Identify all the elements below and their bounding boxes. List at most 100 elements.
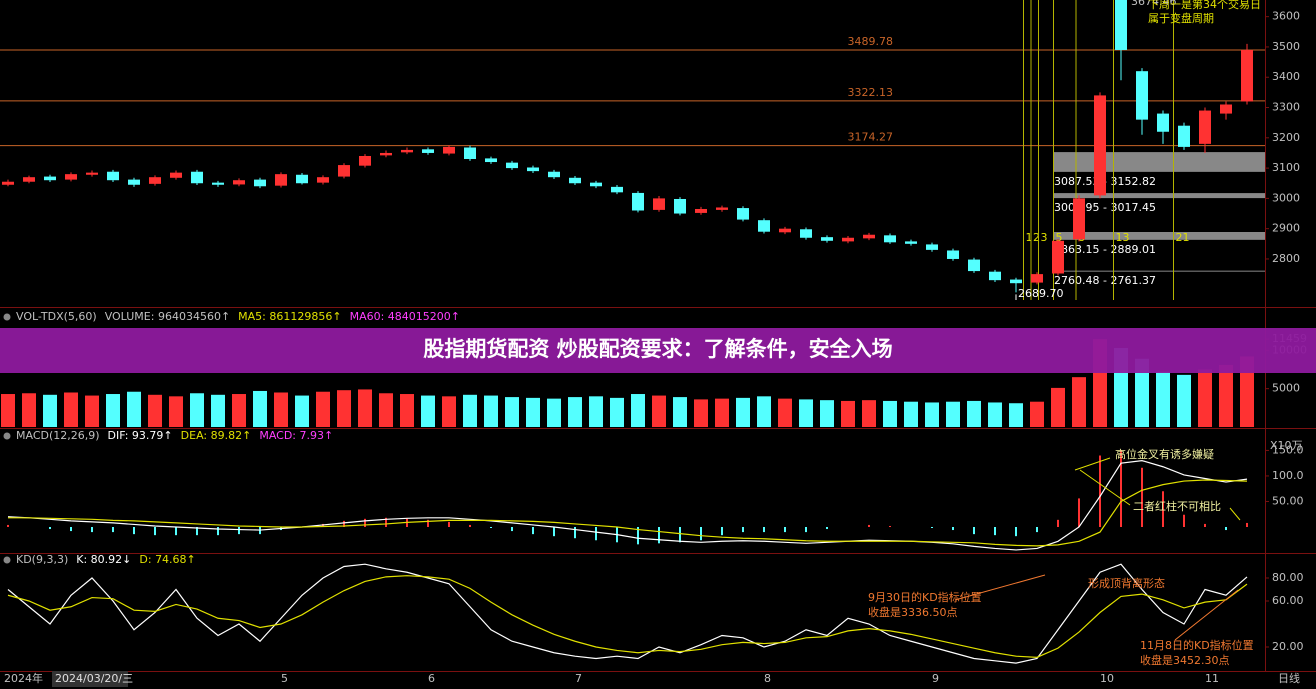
volume-bar (169, 396, 183, 427)
dif-line (7, 460, 1248, 551)
x-tick-label: 5 (281, 672, 288, 685)
panel-header: MACD(12,26,9) (16, 429, 100, 442)
y-tick-label: 3000 (1272, 191, 1300, 204)
candle-body (506, 162, 518, 169)
banner-text: 股指期货配资 炒股配资要求：了解条件，安全入场 (423, 337, 892, 361)
candle-body (737, 208, 749, 220)
y-tick-label: 3500 (1272, 40, 1300, 53)
price-level-label: 3322.13 (848, 86, 894, 99)
d-line (7, 575, 1248, 658)
fib-label: 5 (1056, 231, 1063, 244)
candle-body (422, 149, 434, 153)
volume-bar (736, 397, 750, 427)
separators (0, 0, 1316, 672)
volume-bar (883, 400, 897, 427)
candle-body (23, 177, 35, 182)
x-tick-label: 6 (428, 672, 435, 685)
candle-body (212, 182, 224, 185)
volume-bar (190, 393, 204, 427)
candle-body (611, 186, 623, 193)
banner-bg (0, 328, 1316, 373)
fib-label: 3 (1041, 231, 1048, 244)
panel-header: K: 80.92↓ (76, 553, 131, 566)
volume-bar (148, 394, 162, 427)
panel-header: DIF: 93.79↑ (108, 429, 173, 442)
volume-bar (1072, 377, 1086, 427)
note-arrow (954, 574, 1239, 641)
candle-body (296, 174, 308, 184)
candle-body (779, 228, 791, 233)
candle-body (1199, 110, 1211, 144)
y-tick-label: 60.00 (1272, 594, 1304, 607)
volume-bar (358, 389, 372, 427)
candle-body (128, 179, 140, 185)
price-level-label: 3174.27 (848, 131, 894, 144)
panel-header: DEA: 89.82↑ (181, 429, 252, 442)
candle-body (1241, 49, 1253, 102)
candle-body (1178, 125, 1190, 147)
volume-bar (1135, 358, 1149, 427)
candle-body (905, 241, 917, 244)
panel-header: MA5: 861129856↑ (238, 310, 341, 323)
volume-bar (316, 391, 330, 427)
volume-bar (631, 394, 645, 427)
y-tick-label: 150.0 (1272, 443, 1304, 456)
panel-header: MA60: 484015200↑ (350, 310, 460, 323)
candle-body (674, 198, 686, 214)
candle-body (485, 158, 497, 163)
volume-bar (778, 398, 792, 427)
unit-label: X10万 (1270, 439, 1303, 452)
candle-body (590, 182, 602, 187)
y-tick-label: 3300 (1272, 101, 1300, 114)
y-tick-label: 2800 (1272, 252, 1300, 265)
zone-label: 2863.15 - 2889.01 (1054, 243, 1156, 256)
y-tick-label: 5000 (1272, 382, 1300, 395)
volume-bar (547, 398, 561, 427)
candle-body (1052, 240, 1064, 274)
candle-body (800, 229, 812, 238)
candle-body (695, 208, 707, 213)
volume-bar (400, 394, 414, 427)
year-label: 2024年 (4, 671, 43, 685)
note-arrow (1074, 457, 1241, 521)
volume-bar (1051, 387, 1065, 427)
volume-bar (85, 395, 99, 427)
candle-body (65, 174, 77, 180)
date-label: 2024/03/20/三 (55, 672, 133, 685)
candle-body (1136, 71, 1148, 120)
high-note: 3674.46 (1131, 0, 1177, 8)
panel-header: D: 74.68↑ (139, 553, 195, 566)
volume-bar (379, 393, 393, 427)
candle-body (1094, 95, 1106, 196)
volume-bar (715, 398, 729, 427)
candle-body (86, 172, 98, 175)
volume-bar (127, 391, 141, 427)
k-line (7, 563, 1248, 664)
candle-body (380, 152, 392, 156)
volume-bar (652, 395, 666, 427)
volume-bar (610, 397, 624, 427)
candle-body (359, 155, 371, 166)
macd-note: 高位金叉有诱多嫌疑 (1115, 447, 1214, 461)
y-tick-label: 2900 (1272, 222, 1300, 235)
volume-bar (1156, 371, 1170, 427)
fib-label: 21 (1176, 231, 1190, 244)
candle-body (1031, 274, 1043, 283)
y-tick-label: 20.00 (1272, 640, 1304, 653)
y-tick-label: 80.00 (1272, 571, 1304, 584)
y-tick-label: 3100 (1272, 161, 1300, 174)
candle-body (149, 177, 161, 184)
candle-body (443, 146, 455, 154)
support-zone (1054, 152, 1265, 172)
candle-body (632, 192, 644, 211)
candle-body (842, 237, 854, 242)
candle-body (338, 165, 350, 177)
volume-bar (1009, 403, 1023, 427)
support-zone (1054, 193, 1265, 199)
x-tick-label: 8 (764, 672, 771, 685)
volume-bar (64, 392, 78, 427)
volume-bar (1030, 401, 1044, 427)
dea-line (8, 479, 1248, 547)
candle-body (1010, 279, 1022, 284)
